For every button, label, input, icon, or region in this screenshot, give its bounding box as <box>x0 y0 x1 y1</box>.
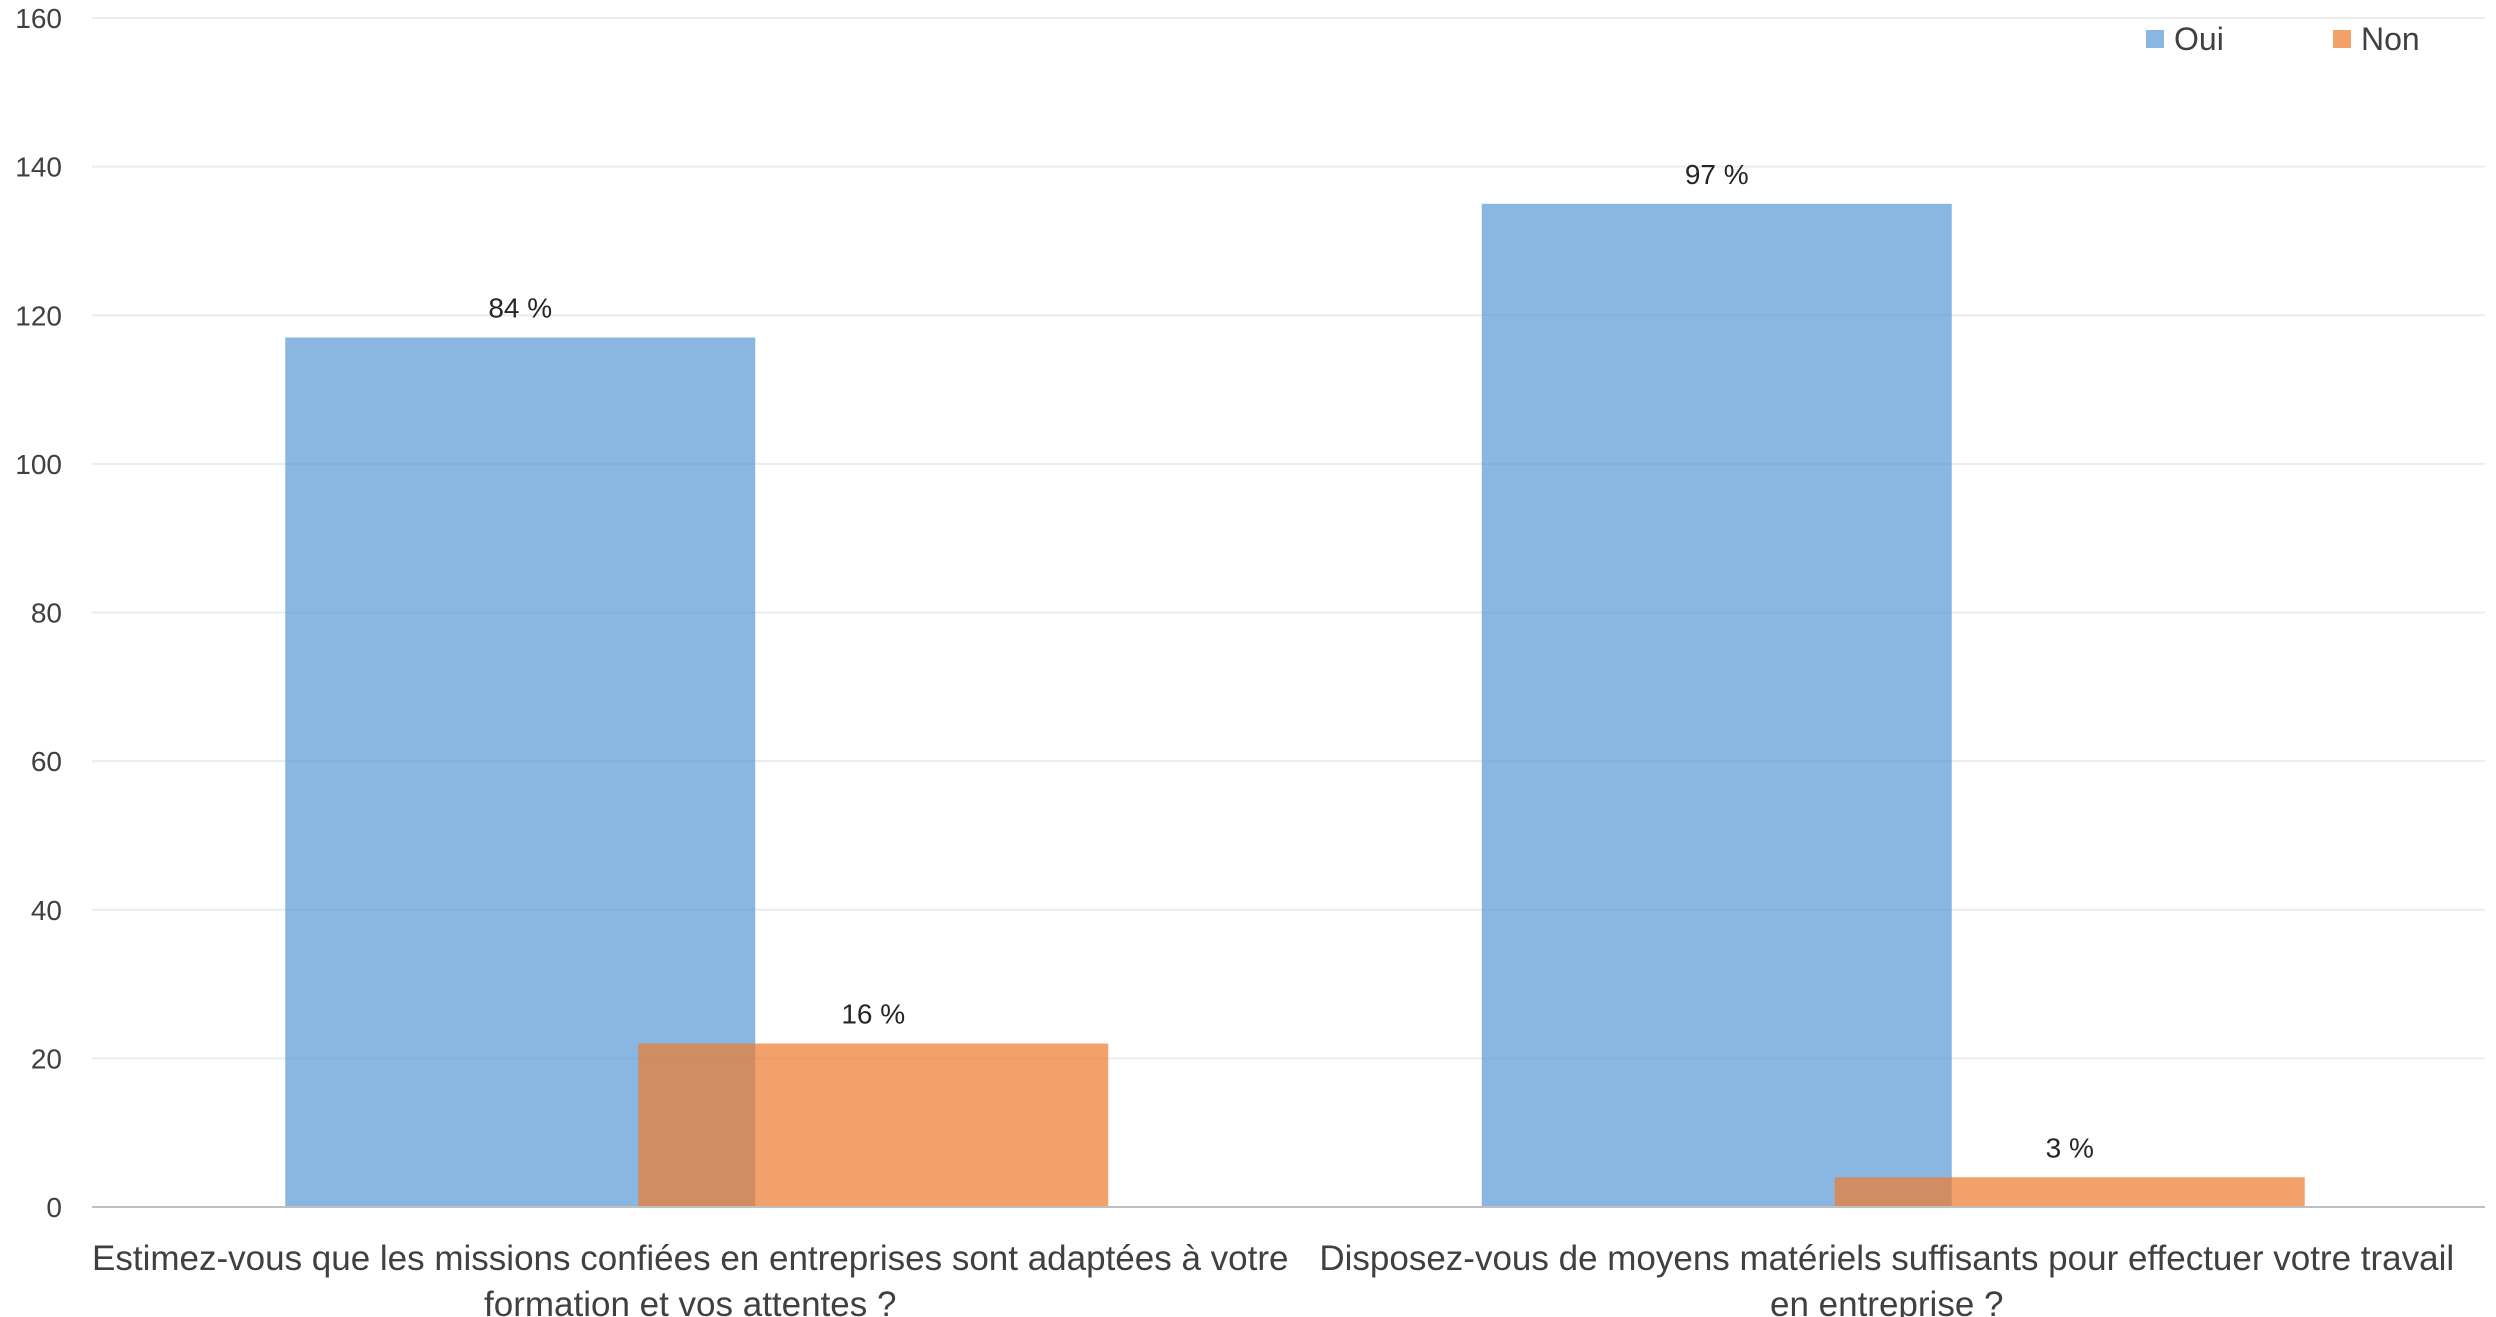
data-label: 84 % <box>488 293 552 324</box>
legend-swatch-non <box>2333 30 2351 48</box>
bar-non <box>638 1043 1109 1207</box>
data-label: 16 % <box>841 999 905 1030</box>
data-label: 97 % <box>1685 159 1749 190</box>
legend-label-oui: Oui <box>2174 21 2224 57</box>
legend: Oui Non <box>2146 21 2420 57</box>
axes: 0 20 40 60 80 100 120 140 160 Estimez-vous que le… <box>15 3 2485 1317</box>
y-tick-label: 140 <box>15 152 62 183</box>
y-tick-label: 160 <box>15 3 62 34</box>
data-labels: 84 % 16 % 97 % 3 % <box>488 159 2094 1163</box>
y-tick-label: 80 <box>31 598 62 629</box>
y-tick-label: 40 <box>31 895 62 926</box>
bar-non <box>1834 1177 2305 1207</box>
x-category-label: formation et vos attentes ? <box>484 1285 896 1317</box>
x-category-label: Estimez-vous que les missions confiées e… <box>92 1239 1288 1278</box>
y-tick-label: 60 <box>31 746 62 777</box>
y-tick-label: 100 <box>15 449 62 480</box>
legend-swatch-oui <box>2146 30 2164 48</box>
y-tick-label: 20 <box>31 1043 62 1074</box>
bar-oui <box>1481 203 1952 1207</box>
legend-label-non: Non <box>2361 21 2420 57</box>
x-category-label: Disposez-vous de moyens matériels suffis… <box>1319 1239 2454 1278</box>
bars <box>285 203 2305 1207</box>
y-tick-label: 120 <box>15 300 62 331</box>
data-label: 3 % <box>2046 1132 2094 1163</box>
y-tick-label: 0 <box>46 1192 62 1223</box>
x-category-label: en entreprise ? <box>1770 1285 2003 1317</box>
